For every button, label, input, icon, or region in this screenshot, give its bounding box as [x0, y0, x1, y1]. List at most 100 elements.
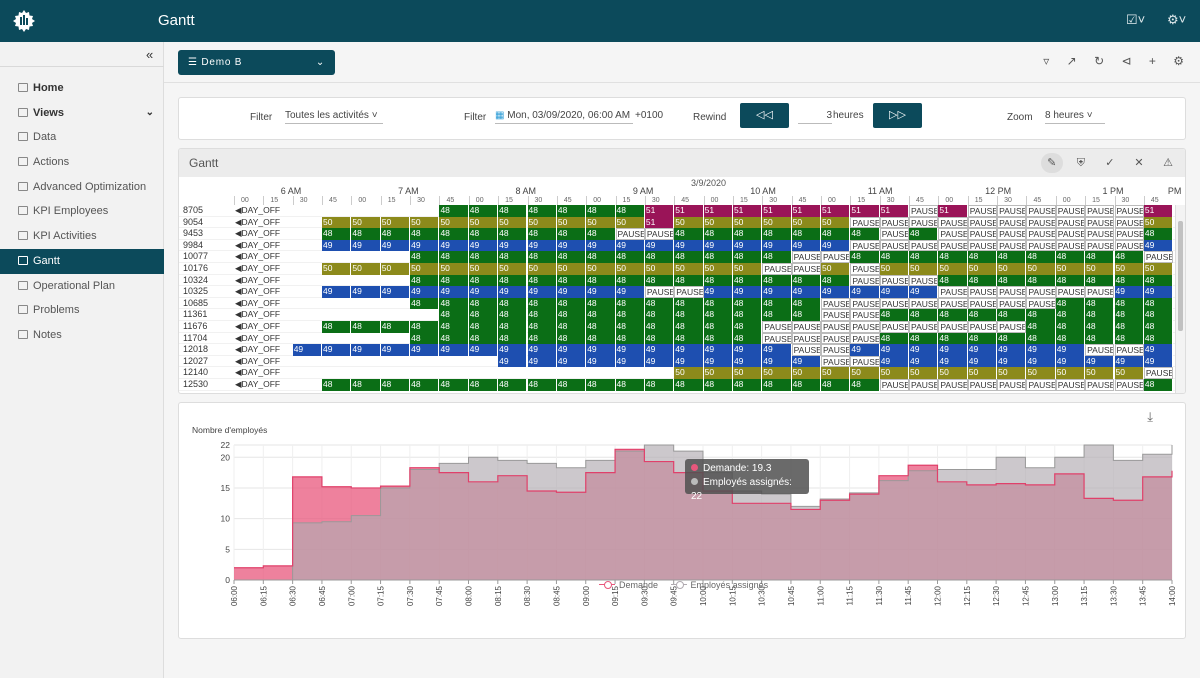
pause-cell[interactable]: PAUSE: [850, 309, 880, 321]
activity-cell[interactable]: 48: [1143, 332, 1174, 345]
pause-cell[interactable]: PAUSE: [1085, 379, 1115, 391]
day-off-cell[interactable]: ◀DAY_OFF: [235, 274, 281, 285]
rewind-forward-button[interactable]: ▷▷: [873, 103, 922, 128]
activity-cell[interactable]: 48: [762, 379, 792, 391]
pause-cell[interactable]: PAUSE: [909, 216, 939, 229]
activity-cell[interactable]: 48: [909, 332, 939, 345]
pause-cell[interactable]: PAUSE: [997, 205, 1027, 217]
activity-cell[interactable]: 50: [410, 263, 440, 275]
activity-cell[interactable]: 49: [909, 286, 939, 298]
activity-cell[interactable]: 49: [498, 344, 528, 356]
activity-cell[interactable]: 48: [410, 332, 440, 345]
pause-cell[interactable]: PAUSE: [850, 216, 880, 229]
activity-cell[interactable]: 48: [1143, 309, 1174, 321]
activity-cell[interactable]: 48: [1143, 297, 1174, 310]
gantt-row[interactable]: 9054 ◀DAY_OFF 50 50 50 50 50 50 50 50 50 50 50 51 50 50…: [179, 216, 1175, 229]
activity-cell[interactable]: 50: [556, 263, 587, 275]
pause-cell[interactable]: PAUSE: [1026, 239, 1056, 252]
activity-cell[interactable]: 48: [1114, 297, 1144, 310]
activity-cell[interactable]: 49: [703, 344, 733, 356]
activity-cell[interactable]: 49: [967, 355, 998, 368]
activity-cell[interactable]: 48: [1055, 251, 1086, 263]
pause-cell[interactable]: PAUSE: [1114, 344, 1144, 356]
activity-cell[interactable]: 49: [967, 344, 998, 356]
activity-cell[interactable]: 50: [498, 263, 528, 275]
pause-cell[interactable]: PAUSE: [1055, 216, 1086, 229]
activity-cell[interactable]: 49: [703, 355, 733, 368]
activity-cell[interactable]: 49: [498, 286, 528, 298]
pause-cell[interactable]: PAUSE: [1026, 297, 1056, 310]
pause-cell[interactable]: PAUSE: [1026, 228, 1056, 240]
pause-cell[interactable]: PAUSE: [879, 274, 910, 287]
activity-cell[interactable]: 48: [674, 309, 704, 321]
pause-cell[interactable]: PAUSE: [1085, 205, 1115, 217]
activity-cell[interactable]: 49: [938, 355, 968, 368]
activity-cell[interactable]: 48: [468, 321, 499, 333]
activity-cell[interactable]: 48: [1055, 309, 1086, 321]
activity-cell[interactable]: 49: [1085, 355, 1115, 368]
activity-cell[interactable]: 48: [938, 332, 968, 345]
activity-cell[interactable]: 48: [527, 332, 557, 345]
activity-cell[interactable]: 50: [1055, 367, 1086, 379]
activity-cell[interactable]: 49: [498, 239, 528, 252]
activity-cell[interactable]: 48: [674, 321, 704, 333]
pause-cell[interactable]: PAUSE: [762, 321, 792, 333]
activity-cell[interactable]: 48: [586, 379, 616, 391]
activity-cell[interactable]: 49: [850, 286, 880, 298]
activity-cell[interactable]: 48: [1143, 228, 1174, 240]
activity-cell[interactable]: 49: [674, 344, 704, 356]
activity-cell[interactable]: 49: [879, 344, 910, 356]
activity-cell[interactable]: 49: [615, 239, 645, 252]
activity-cell[interactable]: 48: [938, 251, 968, 263]
pause-cell[interactable]: PAUSE: [821, 344, 851, 356]
activity-cell[interactable]: 48: [380, 228, 411, 240]
activity-cell[interactable]: 49: [556, 286, 587, 298]
edit-icon[interactable]: ✎: [1040, 153, 1063, 173]
activity-cell[interactable]: 48: [322, 379, 352, 391]
activity-cell[interactable]: 48: [439, 321, 469, 333]
activity-cell[interactable]: 48: [527, 274, 557, 287]
activity-cell[interactable]: 49: [732, 239, 763, 252]
activity-cell[interactable]: 50: [791, 216, 821, 229]
activity-cell[interactable]: 48: [938, 309, 968, 321]
gantt-row[interactable]: 9984 ◀DAY_OFF 49 49 49 49 49 49 49 49 49 49 49 49 49 49…: [179, 239, 1175, 252]
activity-cell[interactable]: 48: [644, 379, 675, 391]
activity-cell[interactable]: 50: [1026, 263, 1056, 275]
activity-cell[interactable]: 49: [1114, 286, 1144, 298]
activity-cell[interactable]: 48: [556, 251, 587, 263]
clipboard-icon[interactable]: ☑˅: [1126, 12, 1146, 27]
activity-cell[interactable]: 49: [938, 344, 968, 356]
gantt-row[interactable]: 12027 ◀DAY_OFF 49 49 49 49 49 49 49 49 49 49 49 PAUSE…: [179, 355, 1175, 368]
activity-cell[interactable]: 48: [967, 274, 998, 287]
activity-cell[interactable]: 48: [703, 309, 733, 321]
activity-cell[interactable]: 50: [938, 263, 968, 275]
activity-cell[interactable]: 48: [498, 379, 528, 391]
pause-cell[interactable]: PAUSE: [1026, 205, 1056, 217]
activity-cell[interactable]: 48: [879, 332, 910, 345]
activity-cell[interactable]: 48: [821, 379, 851, 391]
activity-cell[interactable]: 50: [1026, 367, 1056, 379]
activity-cell[interactable]: 51: [703, 205, 733, 217]
activity-cell[interactable]: 48: [1085, 297, 1115, 310]
activity-cell[interactable]: 49: [410, 344, 440, 356]
activity-cell[interactable]: 48: [1114, 332, 1144, 345]
pause-cell[interactable]: PAUSE: [1055, 205, 1086, 217]
activity-cell[interactable]: 49: [762, 344, 792, 356]
activity-cell[interactable]: 48: [527, 379, 557, 391]
check-icon[interactable]: ✓: [1105, 157, 1115, 169]
activity-cell[interactable]: 48: [1026, 251, 1056, 263]
activity-cell[interactable]: 48: [586, 332, 616, 345]
activity-cell[interactable]: 49: [556, 355, 587, 368]
activity-cell[interactable]: 50: [909, 263, 939, 275]
activity-cell[interactable]: 48: [1114, 309, 1144, 321]
pause-cell[interactable]: PAUSE: [909, 297, 939, 310]
legend-item-assignes[interactable]: Employés assignés: [670, 580, 768, 590]
add-icon[interactable]: +: [1148, 54, 1156, 68]
activity-cell[interactable]: 50: [703, 216, 733, 229]
pause-cell[interactable]: PAUSE: [938, 228, 968, 240]
activity-cell[interactable]: 50: [703, 263, 733, 275]
activity-cell[interactable]: 48: [586, 297, 616, 310]
activity-cell[interactable]: 49: [644, 355, 675, 368]
pause-cell[interactable]: PAUSE: [997, 297, 1027, 310]
activity-cell[interactable]: 50: [351, 216, 381, 229]
